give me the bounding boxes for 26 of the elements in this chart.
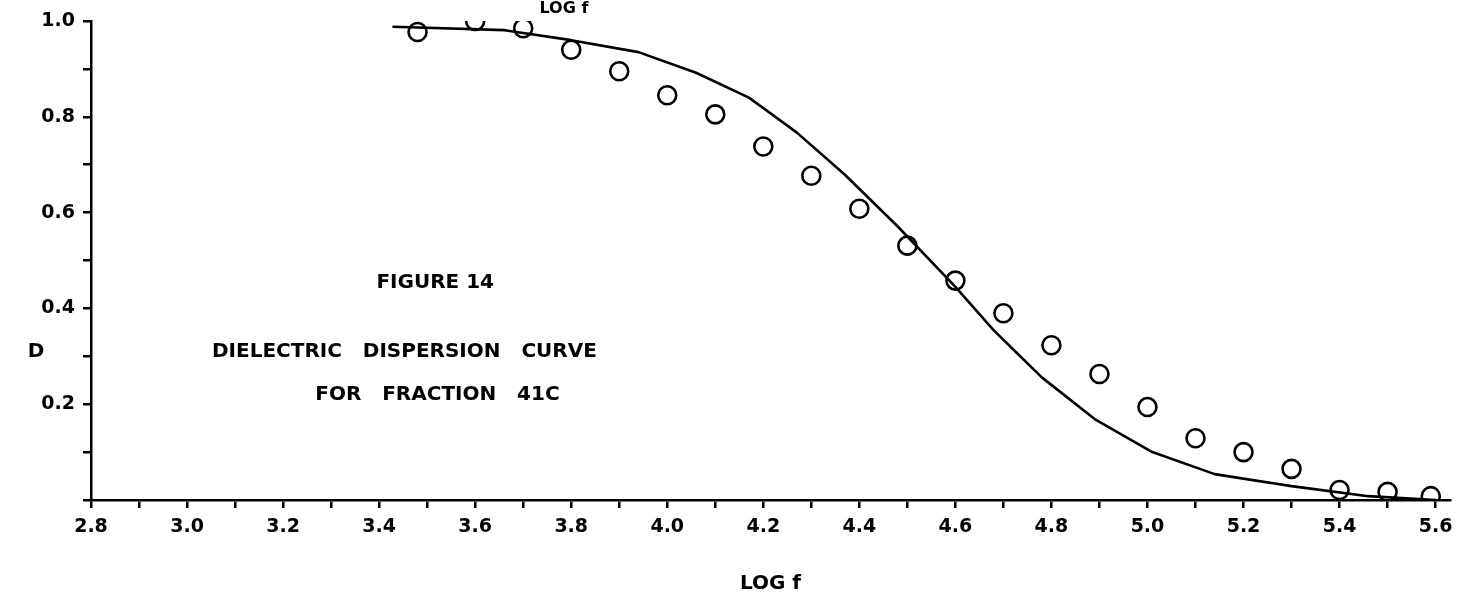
y-axis-title: D: [27, 337, 45, 362]
text: LOG f: [539, 0, 590, 18]
x-tick-label: 5.6: [1418, 514, 1453, 537]
x-tick-label: 3.8: [554, 514, 589, 537]
x-axis-title: LOG f: [739, 570, 802, 595]
x-tick-label: 3.2: [266, 514, 300, 537]
x-tick-label: 5.0: [1130, 514, 1165, 537]
y-tick-label: 0.4: [41, 295, 75, 318]
y-tick-label: 0.2: [41, 391, 75, 414]
x-tick-label: 5.2: [1226, 514, 1261, 537]
x-tick-label: 4.2: [746, 514, 781, 537]
y-tick-label: 1.0: [41, 7, 75, 30]
y-tick-label: 0.6: [41, 199, 75, 222]
x-tick-label: 4.8: [1034, 514, 1069, 537]
y-tick-label: 0.8: [41, 103, 75, 126]
x-tick-label: 3.4: [362, 514, 396, 537]
annotation: DIELECTRIC DISPERSION CURVE: [211, 337, 597, 362]
x-tick-label: 4.4: [842, 514, 877, 537]
x-tick-label: 4.6: [938, 514, 973, 537]
x-tick-label: 4.0: [650, 514, 685, 537]
x-tick-label: 2.8: [74, 514, 108, 537]
annotation: FIGURE 14: [376, 269, 495, 294]
annotation: FOR FRACTION 41C: [315, 380, 560, 405]
x-tick-label: 5.4: [1322, 514, 1357, 537]
x-tick-label: 3.0: [170, 514, 204, 537]
x-tick-label: 3.6: [458, 514, 493, 537]
